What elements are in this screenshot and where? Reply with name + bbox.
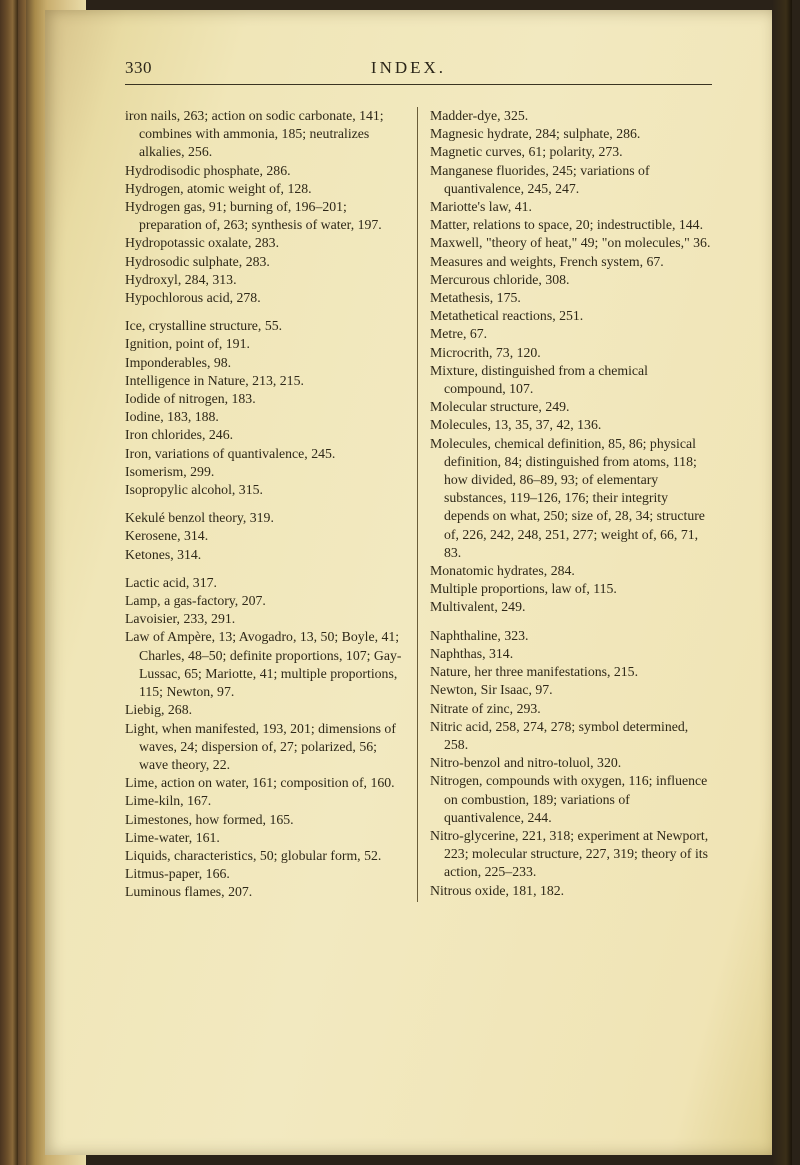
index-entry: Ice, crystalline structure, 55. <box>125 317 407 335</box>
book-binding-edge <box>0 0 18 1165</box>
index-entry: Hypochlorous acid, 278. <box>125 289 407 307</box>
index-entry: Intelligence in Nature, 213, 215. <box>125 372 407 390</box>
index-entry: Magnetic curves, 61; polarity, 273. <box>430 143 712 161</box>
index-entry: Lamp, a gas-factory, 207. <box>125 592 407 610</box>
index-column-left: iron nails, 263; action on sodic carbona… <box>125 107 418 902</box>
index-entry: Iron chlorides, 246. <box>125 426 407 444</box>
index-entry: Multivalent, 249. <box>430 598 712 616</box>
running-header: 330 INDEX. 000 <box>125 58 712 78</box>
index-entry: Liebig, 268. <box>125 701 407 719</box>
index-entry: Molecules, 13, 35, 37, 42, 136. <box>430 416 712 434</box>
index-entry: Hydrosodic sulphate, 283. <box>125 253 407 271</box>
page-title: INDEX. <box>371 58 446 78</box>
index-section-break <box>125 307 407 317</box>
index-entry: Metathesis, 175. <box>430 289 712 307</box>
header-rule <box>125 84 712 85</box>
index-entry: Molecular structure, 249. <box>430 398 712 416</box>
index-entry: Microcrith, 73, 120. <box>430 344 712 362</box>
index-entry: Iodine, 183, 188. <box>125 408 407 426</box>
index-entry: Nitrate of zinc, 293. <box>430 700 712 718</box>
index-entry: Newton, Sir Isaac, 97. <box>430 681 712 699</box>
index-entry: Luminous flames, 207. <box>125 883 407 901</box>
index-entry: Naphthas, 314. <box>430 645 712 663</box>
index-section-break <box>125 499 407 509</box>
index-columns: iron nails, 263; action on sodic carbona… <box>125 107 712 902</box>
index-entry: Hydroxyl, 284, 313. <box>125 271 407 289</box>
index-entry: Limestones, how formed, 165. <box>125 811 407 829</box>
index-entry: Light, when manifested, 193, 201; dimens… <box>125 720 407 775</box>
book-page: 330 INDEX. 000 iron nails, 263; action o… <box>45 10 772 1155</box>
index-entry: Mixture, distinguished from a chemical c… <box>430 362 712 398</box>
index-entry: Lactic acid, 317. <box>125 574 407 592</box>
index-entry: Nitro-glycerine, 221, 318; experiment at… <box>430 827 712 882</box>
index-entry: Liquids, characteristics, 50; globular f… <box>125 847 407 865</box>
index-entry: Metathetical reactions, 251. <box>430 307 712 325</box>
index-entry: Hydrodisodic phosphate, 286. <box>125 162 407 180</box>
index-entry: Hydrogen gas, 91; burning of, 196–201; p… <box>125 198 407 234</box>
index-entry: Kerosene, 314. <box>125 527 407 545</box>
index-entry: iron nails, 263; action on sodic carbona… <box>125 107 407 162</box>
index-entry: Mariotte's law, 41. <box>430 198 712 216</box>
index-entry: Nitro-benzol and nitro-toluol, 320. <box>430 754 712 772</box>
index-entry: Manganese fluorides, 245; variations of … <box>430 162 712 198</box>
index-entry: Lime-water, 161. <box>125 829 407 847</box>
index-section-break <box>430 617 712 627</box>
index-entry: Measures and weights, French system, 67. <box>430 253 712 271</box>
book-binding-texture <box>18 0 26 1165</box>
index-entry: Nitric acid, 258, 274, 278; symbol deter… <box>430 718 712 754</box>
index-entry: Nitrous oxide, 181, 182. <box>430 882 712 900</box>
index-entry: Hydropotassic oxalate, 283. <box>125 234 407 252</box>
index-entry: Mercurous chloride, 308. <box>430 271 712 289</box>
index-entry: Isomerism, 299. <box>125 463 407 481</box>
index-entry: Lime-kiln, 167. <box>125 792 407 810</box>
index-entry: Naphthaline, 323. <box>430 627 712 645</box>
index-entry: Iron, variations of quantivalence, 245. <box>125 445 407 463</box>
index-entry: Kekulé benzol theory, 319. <box>125 509 407 527</box>
index-entry: Imponderables, 98. <box>125 354 407 372</box>
index-entry: Iodide of nitrogen, 183. <box>125 390 407 408</box>
index-entry: Hydrogen, atomic weight of, 128. <box>125 180 407 198</box>
index-entry: Metre, 67. <box>430 325 712 343</box>
index-entry: Molecules, chemical definition, 85, 86; … <box>430 435 712 562</box>
index-entry: Maxwell, "theory of heat," 49; "on molec… <box>430 234 712 252</box>
page-number: 330 <box>125 58 152 78</box>
index-entry: Madder-dye, 325. <box>430 107 712 125</box>
index-entry: Magnesic hydrate, 284; sulphate, 286. <box>430 125 712 143</box>
index-section-break <box>125 564 407 574</box>
index-entry: Lavoisier, 233, 291. <box>125 610 407 628</box>
index-entry: Law of Ampère, 13; Avogadro, 13, 50; Boy… <box>125 628 407 701</box>
index-entry: Ignition, point of, 191. <box>125 335 407 353</box>
index-entry: Nature, her three manifestations, 215. <box>430 663 712 681</box>
index-entry: Monatomic hydrates, 284. <box>430 562 712 580</box>
index-entry: Ketones, 314. <box>125 546 407 564</box>
index-entry: Litmus-paper, 166. <box>125 865 407 883</box>
index-entry: Multiple proportions, law of, 115. <box>430 580 712 598</box>
index-column-right: Madder-dye, 325.Magnesic hydrate, 284; s… <box>418 107 712 902</box>
page-right-edge-shadow <box>772 0 792 1165</box>
index-entry: Lime, action on water, 161; composition … <box>125 774 407 792</box>
index-entry: Isopropylic alcohol, 315. <box>125 481 407 499</box>
index-entry: Nitrogen, compounds with oxygen, 116; in… <box>430 772 712 827</box>
index-entry: Matter, relations to space, 20; indestru… <box>430 216 712 234</box>
